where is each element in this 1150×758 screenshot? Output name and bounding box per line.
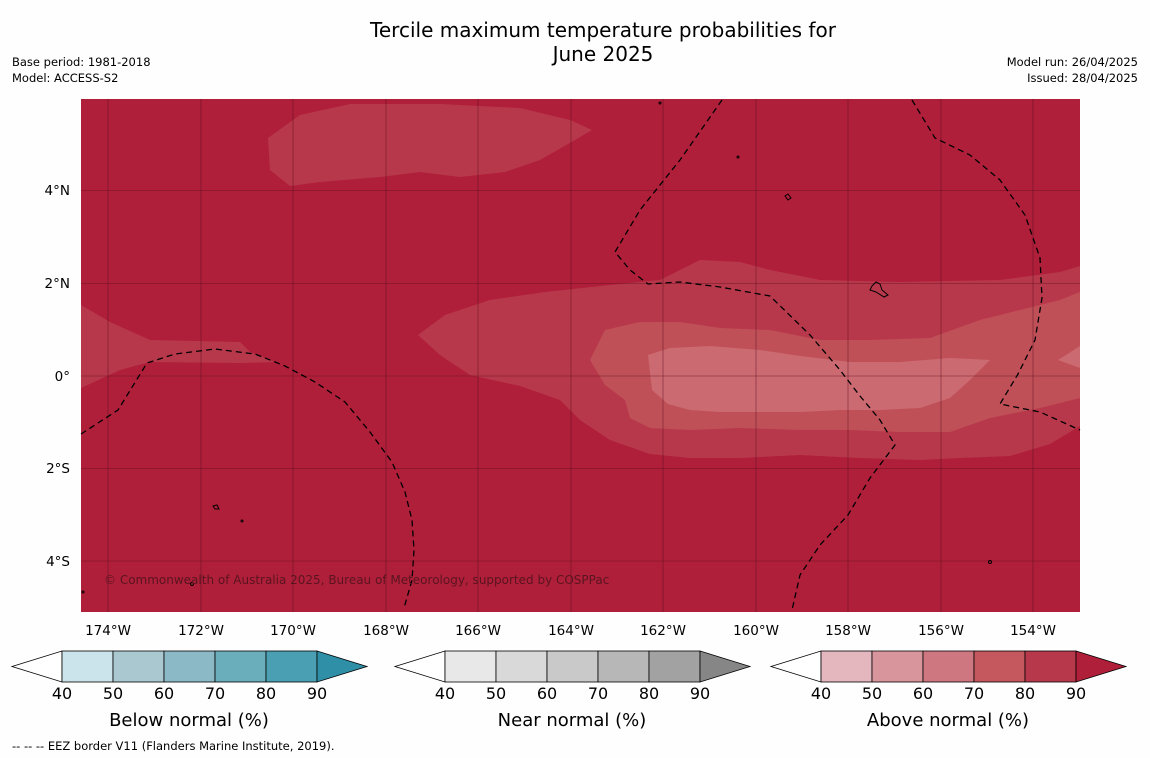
island-9 [81, 590, 85, 594]
probability-region-60-70-east-edge [1058, 346, 1080, 368]
issued-text: Issued: 28/04/2025 [1027, 71, 1138, 85]
islands [81, 101, 992, 594]
colorbar-near-title: Near normal (%) [498, 710, 647, 731]
probability-region-80-90-north [268, 104, 592, 186]
lat-label-4s: 4°S [46, 554, 70, 570]
colorbar-below-extend-high [316, 650, 369, 683]
colorbar-above-label-60: 60 [913, 684, 933, 703]
graticule [81, 99, 1080, 612]
colorbar-above-bin-50-60 [871, 650, 924, 683]
colorbar-below-label-70: 70 [205, 684, 225, 703]
colorbar-near-label-40: 40 [435, 684, 455, 703]
eez-source-footnote: -- -- -- EEZ border V11 (Flanders Marine… [12, 739, 335, 753]
colorbar-above-title: Above normal (%) [867, 710, 1029, 731]
colorbar-near-label-60: 60 [537, 684, 557, 703]
lon-label-158w: 158°W [825, 623, 871, 639]
colorbar-near-label-50: 50 [486, 684, 506, 703]
lon-label-174w: 174°W [85, 623, 131, 639]
colorbar-near-bin-70-80 [597, 650, 650, 683]
eez-border-west [80, 348, 415, 609]
colorbar-below-label-90: 90 [307, 684, 327, 703]
colorbar-near-label-70: 70 [588, 684, 608, 703]
lon-label-170w: 170°W [270, 623, 316, 639]
colorbar-above-label-80: 80 [1015, 684, 1035, 703]
title-line-2: June 2025 [552, 42, 654, 66]
colorbar-below-normal: 40 50 60 70 80 90 Below normal (%) [10, 650, 369, 731]
title-line-1: Tercile maximum temperature probabilitie… [370, 18, 836, 42]
island-8 [658, 101, 662, 105]
lat-label-2s: 2°S [46, 461, 70, 477]
colorbar-near-bin-80-90 [648, 650, 701, 683]
map-panel: © Commonwealth of Australia 2025, Bureau… [80, 99, 1081, 612]
lon-label-154w: 154°W [1010, 623, 1056, 639]
model-run-text: Model run: 26/04/2025 [1006, 55, 1138, 69]
metadata-left: Base period: 1981-2018 Model: ACCESS-S2 [12, 54, 151, 86]
island-4 [190, 582, 194, 586]
colorbar-below-label-40: 40 [52, 684, 72, 703]
colorbar-above-bin-40-50 [820, 650, 873, 683]
metadata-right: Model run: 26/04/2025 Issued: 28/04/2025 [1007, 54, 1138, 86]
colorbar-above-bin-70-80 [973, 650, 1026, 683]
colorbar-near-extend-high [699, 650, 752, 683]
colorbar-above-bin-80-90 [1024, 650, 1077, 683]
probability-region-80-90-west [81, 305, 275, 388]
colorbar-below-bin-80-90 [265, 650, 318, 683]
island-6 [988, 560, 992, 564]
lat-label-4n: 4°N [45, 183, 70, 199]
eez-border-central [614, 99, 896, 611]
colorbar-above-normal: 40 50 60 70 80 90 Above normal (%) [769, 650, 1128, 731]
copyright-notice: © Commonwealth of Australia 2025, Bureau… [104, 573, 609, 587]
colorbar-below-bin-70-80 [214, 650, 267, 683]
lon-label-160w: 160°W [733, 623, 779, 639]
colorbar-above-extend-high [1075, 650, 1128, 683]
colorbar-below-bin-40-50 [61, 650, 114, 683]
longitude-labels: 174°W 172°W 170°W 168°W 166°W 164°W 162°… [85, 623, 1056, 639]
colorbar-near-bin-40-50 [444, 650, 497, 683]
colorbar-near-normal: 40 50 60 70 80 90 Near normal (%) [393, 650, 752, 731]
colorbar-below-bin-50-60 [112, 650, 165, 683]
island-1 [784, 193, 792, 201]
colorbar-near-bin-50-60 [495, 650, 548, 683]
chart-title: Tercile maximum temperature probabilitie… [0, 18, 1150, 66]
lon-label-156w: 156°W [918, 623, 964, 639]
probability-region-60-70 [648, 346, 990, 412]
colorbar-below-label-80: 80 [256, 684, 276, 703]
latitude-labels: 4°N 2°N 0° 2°S 4°S [45, 183, 70, 570]
colorbar-below-label-60: 60 [154, 684, 174, 703]
lon-label-166w: 166°W [455, 623, 501, 639]
island-3 [212, 504, 220, 510]
eez-borders [80, 99, 1081, 611]
lon-label-168w: 168°W [363, 623, 409, 639]
island-7 [736, 155, 740, 159]
colorbar-above-label-40: 40 [811, 684, 831, 703]
lon-label-172w: 172°W [178, 623, 224, 639]
colorbar-below-bin-60-70 [163, 650, 216, 683]
colorbar-below-title: Below normal (%) [109, 710, 269, 731]
colorbar-above-bin-60-70 [922, 650, 975, 683]
lat-label-0: 0° [55, 369, 70, 385]
colorbar-above-label-70: 70 [964, 684, 984, 703]
island-5 [240, 519, 244, 523]
eez-border-east [911, 99, 1081, 431]
colorbar-near-bin-60-70 [546, 650, 599, 683]
colorbar-above-label-50: 50 [862, 684, 882, 703]
colorbar-above-label-90: 90 [1066, 684, 1086, 703]
lat-label-2n: 2°N [45, 276, 70, 292]
colorbar-below-extend-low [10, 650, 63, 683]
lon-label-164w: 164°W [548, 623, 594, 639]
lon-label-162w: 162°W [640, 623, 686, 639]
colorbar-near-label-90: 90 [690, 684, 710, 703]
colorbar-near-extend-low [393, 650, 446, 683]
colorbar-below-label-50: 50 [103, 684, 123, 703]
colorbar-near-label-80: 80 [639, 684, 659, 703]
base-period-text: Base period: 1981-2018 [12, 55, 151, 69]
colorbar-above-extend-low [769, 650, 822, 683]
model-text: Model: ACCESS-S2 [12, 71, 119, 85]
island-2 [869, 281, 889, 298]
